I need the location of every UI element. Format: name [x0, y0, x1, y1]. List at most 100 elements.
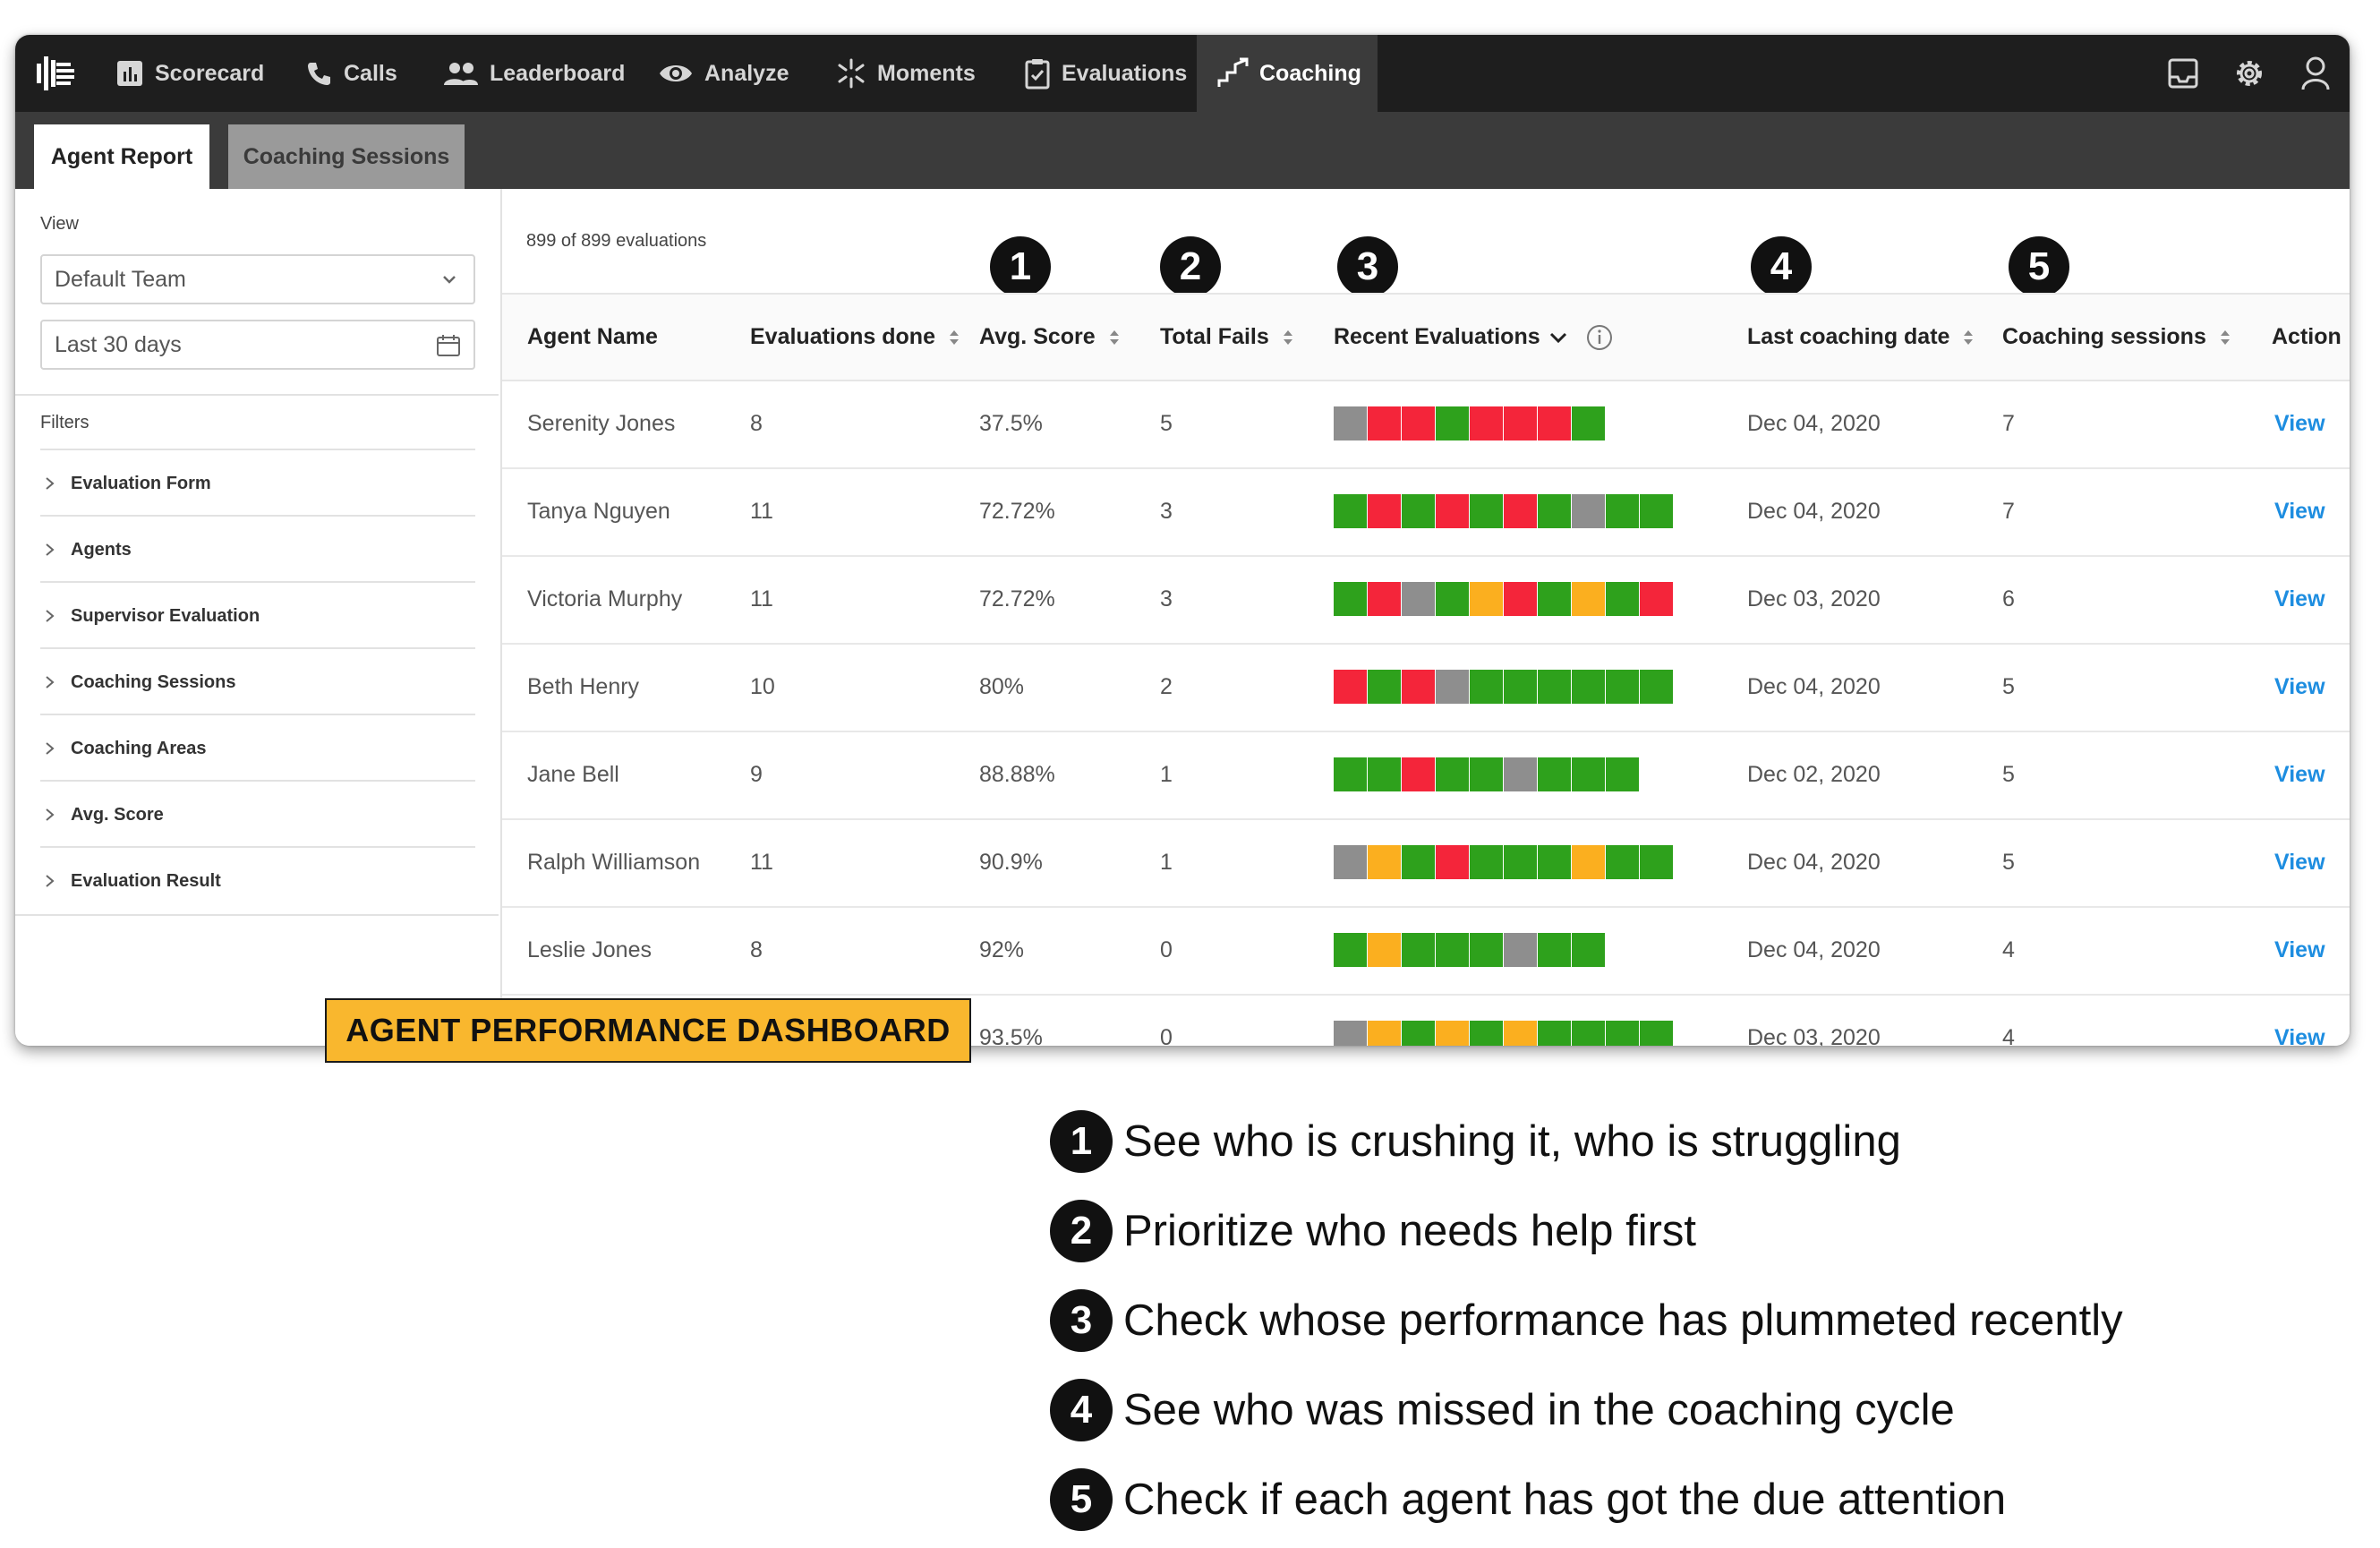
evaluation-result-red[interactable]: [1436, 845, 1469, 879]
evaluation-result-green[interactable]: [1640, 845, 1673, 879]
evaluation-result-red[interactable]: [1470, 406, 1503, 440]
evaluation-result-green[interactable]: [1606, 582, 1639, 616]
evaluation-result-orange[interactable]: [1368, 933, 1401, 967]
evaluation-result-green[interactable]: [1334, 494, 1367, 528]
evaluation-result-green[interactable]: [1334, 933, 1367, 967]
evaluation-result-red[interactable]: [1368, 494, 1401, 528]
evaluation-result-orange[interactable]: [1368, 845, 1401, 879]
evaluation-result-green[interactable]: [1538, 494, 1571, 528]
column-agent-name[interactable]: Agent Name: [527, 295, 658, 380]
column-evaluations-done[interactable]: Evaluations done: [750, 295, 960, 380]
column-total-fails[interactable]: Total Fails: [1160, 295, 1294, 380]
view-link[interactable]: View: [2274, 586, 2325, 612]
evaluation-result-green[interactable]: [1606, 1021, 1639, 1046]
evaluation-result-green[interactable]: [1402, 494, 1435, 528]
view-link[interactable]: View: [2274, 1024, 2325, 1047]
tab-agent-report[interactable]: Agent Report: [34, 124, 209, 189]
evaluation-result-red[interactable]: [1504, 494, 1537, 528]
evaluation-result-green[interactable]: [1470, 933, 1503, 967]
evaluation-result-green[interactable]: [1640, 670, 1673, 704]
evaluation-result-green[interactable]: [1470, 757, 1503, 791]
sort-icon[interactable]: [1282, 328, 1294, 347]
sort-icon[interactable]: [1962, 328, 1975, 347]
tab-coaching-sessions[interactable]: Coaching Sessions: [228, 124, 465, 189]
evaluation-result-gray[interactable]: [1334, 406, 1367, 440]
evaluation-result-green[interactable]: [1538, 582, 1571, 616]
evaluation-result-red[interactable]: [1334, 670, 1367, 704]
evaluation-result-green[interactable]: [1470, 1021, 1503, 1046]
evaluation-result-green[interactable]: [1538, 933, 1571, 967]
evaluation-result-green[interactable]: [1436, 757, 1469, 791]
evaluation-result-green[interactable]: [1436, 933, 1469, 967]
filter-agents[interactable]: Agents: [40, 515, 475, 583]
evaluation-result-green[interactable]: [1470, 670, 1503, 704]
view-link[interactable]: View: [2274, 849, 2325, 875]
evaluation-result-green[interactable]: [1402, 1021, 1435, 1046]
evaluation-result-orange[interactable]: [1436, 1021, 1469, 1046]
column-last-coaching-date[interactable]: Last coaching date: [1747, 295, 1975, 380]
column-recent-evaluations[interactable]: Recent Evaluations: [1334, 295, 1614, 380]
evaluation-result-green[interactable]: [1606, 845, 1639, 879]
evaluation-result-green[interactable]: [1538, 1021, 1571, 1046]
nav-leaderboard[interactable]: Leaderboard: [443, 35, 625, 112]
evaluation-result-green[interactable]: [1334, 582, 1367, 616]
evaluation-result-green[interactable]: [1572, 670, 1605, 704]
evaluation-result-red[interactable]: [1402, 757, 1435, 791]
view-link[interactable]: View: [2274, 673, 2325, 699]
user-icon[interactable]: [2299, 56, 2332, 91]
column-coaching-sessions[interactable]: Coaching sessions: [2002, 295, 2231, 380]
filter-avg-score[interactable]: Avg. Score: [40, 780, 475, 848]
column-avg-score[interactable]: Avg. Score: [979, 295, 1121, 380]
view-link[interactable]: View: [2274, 936, 2325, 962]
evaluation-result-green[interactable]: [1368, 757, 1401, 791]
evaluation-result-gray[interactable]: [1504, 933, 1537, 967]
info-icon[interactable]: [1585, 323, 1614, 352]
chevron-down-icon[interactable]: [1548, 328, 1569, 347]
evaluation-result-green[interactable]: [1640, 494, 1673, 528]
gear-icon[interactable]: [2231, 56, 2267, 91]
view-link[interactable]: View: [2274, 410, 2325, 436]
evaluation-result-green[interactable]: [1572, 933, 1605, 967]
evaluation-result-red[interactable]: [1504, 406, 1537, 440]
date-range-field[interactable]: Last 30 days: [40, 320, 475, 370]
team-select[interactable]: Default Team: [40, 254, 475, 304]
evaluation-result-green[interactable]: [1504, 845, 1537, 879]
evaluation-result-green[interactable]: [1402, 845, 1435, 879]
evaluation-result-red[interactable]: [1504, 582, 1537, 616]
evaluation-result-green[interactable]: [1402, 933, 1435, 967]
evaluation-result-orange[interactable]: [1368, 1021, 1401, 1046]
evaluation-result-orange[interactable]: [1572, 582, 1605, 616]
evaluation-result-green[interactable]: [1470, 494, 1503, 528]
sort-icon[interactable]: [1108, 328, 1121, 347]
evaluation-result-red[interactable]: [1368, 406, 1401, 440]
filter-evaluation-form[interactable]: Evaluation Form: [40, 449, 475, 517]
evaluation-result-gray[interactable]: [1334, 845, 1367, 879]
nav-analyze[interactable]: Analyze: [658, 35, 789, 112]
evaluation-result-green[interactable]: [1368, 670, 1401, 704]
evaluation-result-red[interactable]: [1368, 582, 1401, 616]
evaluation-result-red[interactable]: [1640, 582, 1673, 616]
nav-scorecard[interactable]: Scorecard: [115, 35, 264, 112]
evaluation-result-orange[interactable]: [1504, 1021, 1537, 1046]
evaluation-result-orange[interactable]: [1470, 582, 1503, 616]
logo-icon[interactable]: [33, 51, 78, 96]
evaluation-result-green[interactable]: [1572, 406, 1605, 440]
evaluation-result-red[interactable]: [1538, 406, 1571, 440]
filter-supervisor-evaluation[interactable]: Supervisor Evaluation: [40, 581, 475, 649]
evaluation-result-green[interactable]: [1538, 757, 1571, 791]
nav-calls[interactable]: Calls: [306, 35, 397, 112]
evaluation-result-green[interactable]: [1538, 845, 1571, 879]
evaluation-result-gray[interactable]: [1572, 494, 1605, 528]
evaluation-result-green[interactable]: [1436, 582, 1469, 616]
sort-icon[interactable]: [2219, 328, 2231, 347]
evaluation-result-orange[interactable]: [1572, 845, 1605, 879]
evaluation-result-gray[interactable]: [1436, 670, 1469, 704]
evaluation-result-green[interactable]: [1572, 757, 1605, 791]
evaluation-result-green[interactable]: [1334, 757, 1367, 791]
evaluation-result-green[interactable]: [1572, 1021, 1605, 1046]
inbox-icon[interactable]: [2167, 57, 2199, 90]
evaluation-result-green[interactable]: [1504, 670, 1537, 704]
calendar-icon[interactable]: [436, 333, 461, 358]
filter-evaluation-result[interactable]: Evaluation Result: [40, 846, 475, 914]
evaluation-result-red[interactable]: [1402, 406, 1435, 440]
